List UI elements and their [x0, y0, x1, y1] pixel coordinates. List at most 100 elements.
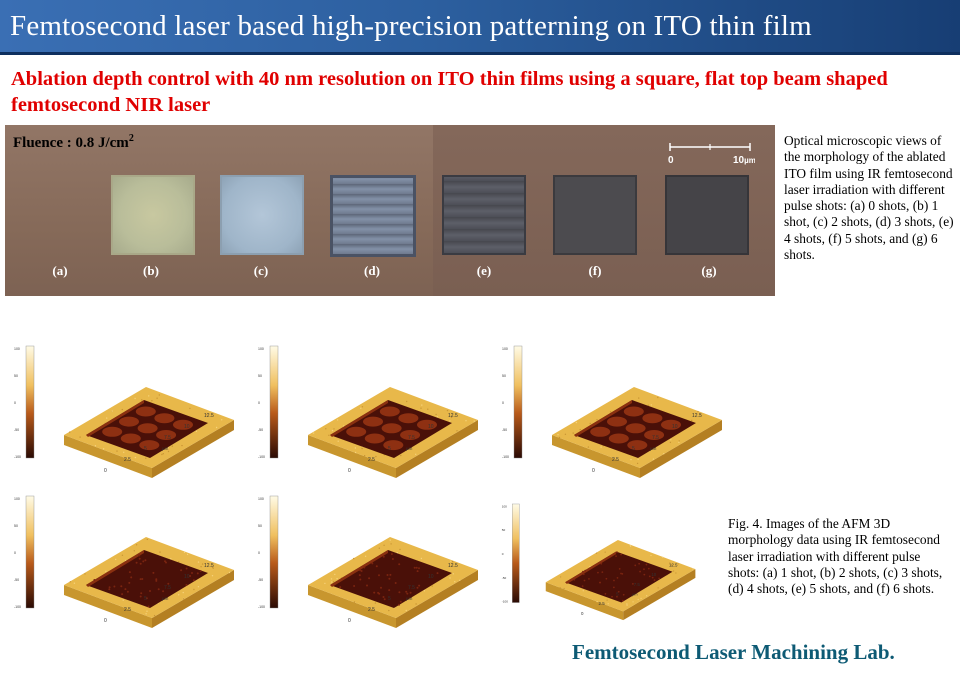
- scale-bar: 0 10µm: [665, 141, 755, 169]
- afm-texture-dot: [670, 442, 671, 443]
- afm-texture-dot: [559, 587, 560, 588]
- afm-texture-dot: [122, 409, 123, 410]
- afm-texture-dot: [662, 557, 663, 558]
- afm-texture-dot: [360, 408, 361, 409]
- afm-texture-dot: [432, 585, 433, 586]
- afm-colorbar-tick: -50: [258, 578, 263, 582]
- afm-pit-bump: [102, 427, 122, 437]
- afm-pit-texture: [380, 587, 382, 589]
- afm-texture-dot: [691, 420, 692, 421]
- afm-texture-dot: [565, 434, 566, 435]
- afm-pit-texture: [406, 593, 408, 595]
- afm-texture-dot: [640, 598, 641, 599]
- afm-texture-dot: [145, 613, 146, 614]
- afm-panel-d: 100 50 0 -50 -100 0 2.5 5 7.5 10 12.5 µm: [12, 490, 262, 635]
- afm-pit-bump: [417, 420, 437, 430]
- afm-pit-bump: [138, 423, 158, 433]
- ablation-square-e: [442, 175, 526, 255]
- afm-pit-bump: [661, 420, 681, 430]
- afm-texture-dot: [399, 549, 400, 550]
- fluence-label: Fluence : 0.8 J/cm2: [13, 133, 134, 152]
- afm-texture-dot: [677, 563, 678, 564]
- afm-pit-texture: [611, 596, 613, 598]
- afm-pit-texture: [387, 574, 389, 576]
- afm-pit-bump: [380, 407, 400, 417]
- afm-texture-dot: [183, 592, 184, 593]
- afm-colorbar-tick: -50: [14, 428, 19, 432]
- afm-pit-bump: [642, 413, 662, 423]
- ablation-square-d: [330, 175, 416, 257]
- afm-pit-texture: [373, 592, 375, 594]
- afm-axis-tick: 5: [388, 446, 391, 452]
- afm-axis-tick: 2.5: [612, 457, 619, 463]
- afm-pit-texture: [395, 582, 397, 584]
- afm-pit-texture: [136, 562, 138, 564]
- afm-texture-dot: [608, 603, 609, 604]
- afm-texture-dot: [415, 454, 416, 455]
- afm-pit-bump: [139, 440, 159, 450]
- afm-pit-texture: [622, 600, 624, 602]
- afm-pit-texture: [165, 562, 167, 564]
- afm-texture-dot: [148, 395, 149, 396]
- afm-axis-tick: 12.5: [204, 563, 214, 569]
- afm-pit-texture: [389, 574, 391, 576]
- panel-label-c: (c): [241, 263, 281, 279]
- afm-texture-dot: [361, 448, 362, 449]
- afm-pit-texture: [605, 593, 607, 595]
- optical-micrograph: Fluence : 0.8 J/cm2 (a) (b) (c) (d) (e) …: [5, 125, 775, 296]
- afm-texture-dot: [435, 414, 436, 415]
- afm-texture-dot: [626, 604, 627, 605]
- afm-pit-texture: [418, 567, 420, 569]
- afm-pit-texture: [639, 571, 641, 573]
- ablation-square-b: [111, 175, 195, 255]
- afm-colorbar-tick: -50: [258, 428, 263, 432]
- afm-pit-texture: [398, 591, 400, 593]
- afm-texture-dot: [447, 410, 448, 411]
- afm-texture-dot: [123, 599, 124, 600]
- afm-texture-dot: [560, 576, 561, 577]
- afm-texture-dot: [198, 561, 199, 562]
- afm-pit-texture: [140, 563, 142, 565]
- afm-pit-texture: [616, 551, 618, 553]
- afm-pit-texture: [140, 592, 142, 594]
- afm-texture-dot: [605, 552, 606, 553]
- afm-texture-dot: [334, 574, 335, 575]
- afm-pit-texture: [193, 579, 195, 581]
- afm-texture-dot: [172, 446, 173, 447]
- afm-texture-dot: [115, 559, 116, 560]
- afm-colorbar-tick: -100: [258, 605, 265, 609]
- afm-texture-dot: [600, 446, 601, 447]
- afm-texture-dot: [459, 580, 460, 581]
- afm-texture-dot: [365, 556, 366, 557]
- afm-pit-texture: [398, 604, 400, 606]
- afm-texture-dot: [657, 397, 658, 398]
- afm-texture-dot: [679, 440, 680, 441]
- afm-texture-dot: [355, 452, 356, 453]
- afm-texture-dot: [449, 577, 450, 578]
- afm-axis-tick: 10: [428, 424, 434, 430]
- afm-texture-dot: [168, 451, 169, 452]
- fluence-text: Fluence : 0.8 J/cm: [13, 135, 129, 151]
- afm-colorbar-tick: 50: [502, 374, 506, 378]
- afm-texture-dot: [454, 581, 455, 582]
- afm-pit-texture: [127, 591, 129, 593]
- afm-texture-dot: [145, 458, 146, 459]
- afm-texture-dot: [221, 419, 222, 420]
- afm-texture-dot: [559, 437, 560, 438]
- afm-pit-texture: [588, 578, 590, 580]
- afm-colorbar-tick: 0: [502, 401, 504, 405]
- afm-texture-dot: [74, 583, 75, 584]
- afm-axis-tick: 7.5: [652, 435, 659, 441]
- afm-texture-dot: [406, 401, 407, 402]
- afm-texture-dot: [178, 594, 179, 595]
- afm-texture-dot: [692, 568, 693, 569]
- afm-texture-dot: [333, 428, 334, 429]
- afm-pit-texture: [149, 590, 151, 592]
- afm-pit-texture: [383, 596, 385, 598]
- afm-axis-tick: 7.5: [164, 585, 171, 591]
- afm-pit-texture: [392, 558, 394, 560]
- afm-texture-dot: [354, 601, 355, 602]
- afm-axis-tick: 0: [581, 611, 584, 616]
- afm-texture-dot: [70, 581, 71, 582]
- afm-axis-tick: 12.5: [692, 413, 702, 419]
